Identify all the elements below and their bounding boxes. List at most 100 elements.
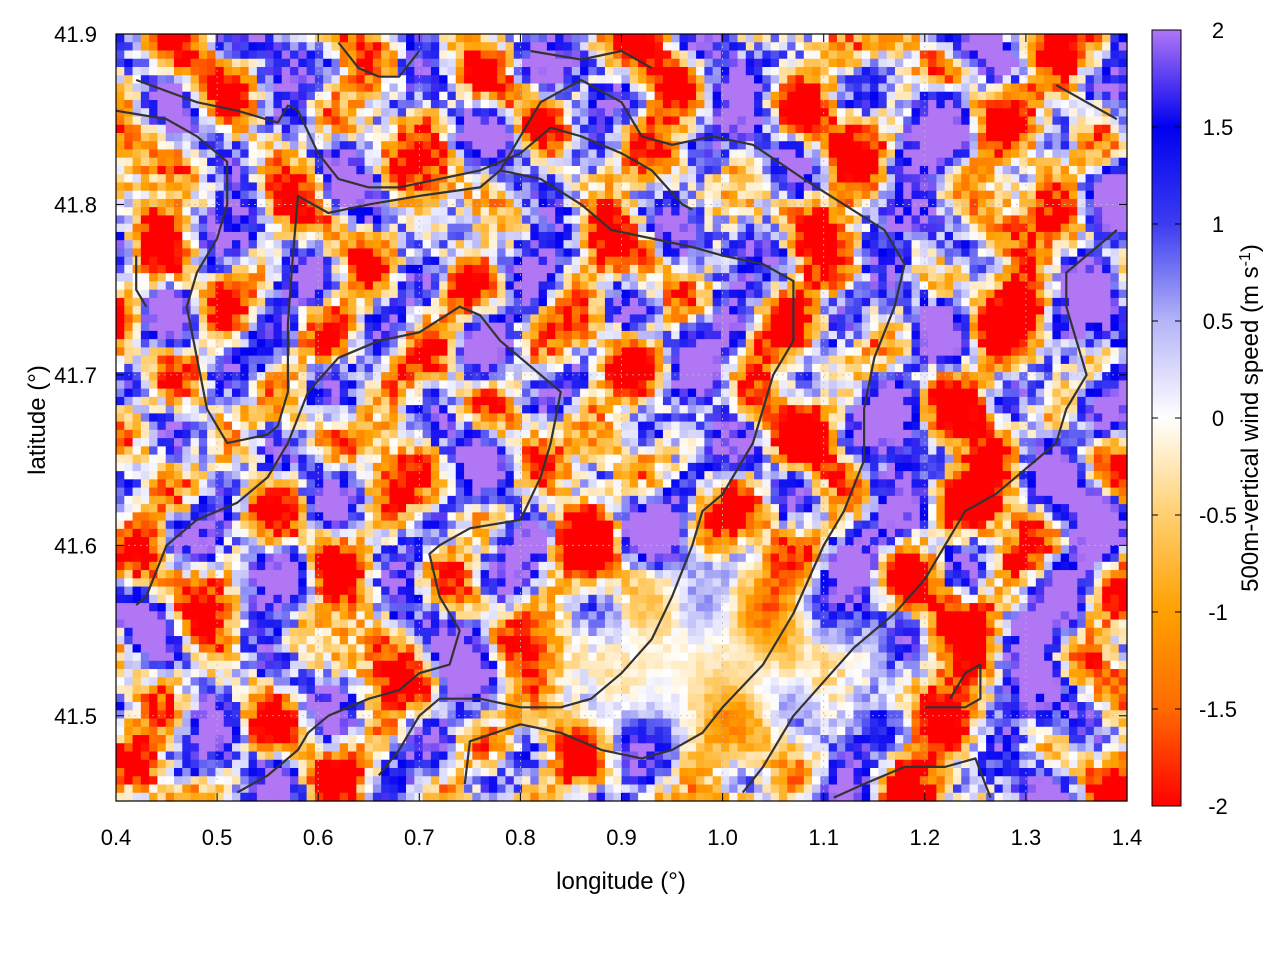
- heatmap-cell: [323, 330, 333, 340]
- heatmap-cell: [870, 330, 879, 340]
- heatmap-cell: [671, 207, 681, 217]
- heatmap-cell: [124, 264, 134, 274]
- heatmap-cell: [198, 141, 208, 151]
- heatmap-cell: [563, 58, 573, 68]
- heatmap-cell: [116, 347, 125, 357]
- heatmap-cell: [364, 75, 374, 85]
- heatmap-cell: [762, 50, 772, 60]
- heatmap-cell: [273, 132, 283, 142]
- heatmap-cell: [530, 75, 540, 85]
- heatmap-cell: [447, 91, 457, 101]
- heatmap-cell: [588, 231, 598, 241]
- heatmap-cell: [745, 165, 755, 175]
- heatmap-cell: [604, 231, 614, 241]
- heatmap-cell: [712, 355, 722, 365]
- heatmap-cell: [878, 347, 888, 357]
- heatmap-cell: [240, 42, 250, 52]
- heatmap-cell: [936, 132, 946, 142]
- heatmap-cell: [364, 42, 374, 52]
- heatmap-cell: [812, 273, 821, 283]
- heatmap-cell: [795, 91, 805, 101]
- heatmap-cell: [555, 42, 565, 52]
- heatmap-cell: [687, 34, 697, 43]
- heatmap-cell: [174, 157, 183, 167]
- heatmap-cell: [944, 91, 954, 101]
- heatmap-cell: [596, 108, 606, 118]
- heatmap-cell: [671, 58, 681, 68]
- heatmap-cell: [1002, 273, 1012, 283]
- heatmap-cell: [737, 42, 747, 52]
- heatmap-cell: [447, 58, 457, 68]
- heatmap-cell: [712, 281, 722, 291]
- heatmap-cell: [116, 141, 125, 151]
- heatmap-cell: [745, 66, 755, 76]
- heatmap-cell: [1118, 330, 1128, 340]
- heatmap-cell: [1044, 355, 1054, 365]
- heatmap-cell: [1044, 231, 1054, 241]
- heatmap-cell: [596, 322, 606, 332]
- heatmap-cell: [447, 108, 457, 118]
- heatmap-cell: [1118, 50, 1128, 60]
- heatmap-cell: [505, 347, 515, 357]
- heatmap-cell: [812, 42, 821, 52]
- heatmap-cell: [986, 141, 996, 151]
- heatmap-cell: [290, 83, 299, 93]
- heatmap-cell: [207, 149, 217, 159]
- heatmap-cell: [538, 347, 548, 357]
- heatmap-cell: [256, 75, 266, 85]
- heatmap-cell: [580, 50, 589, 60]
- heatmap-cell: [961, 306, 971, 316]
- heatmap-cell: [1035, 281, 1045, 291]
- heatmap-cell: [679, 116, 689, 126]
- heatmap-cell: [1068, 116, 1078, 126]
- heatmap-cell: [812, 91, 821, 101]
- heatmap-cell: [314, 75, 324, 85]
- heatmap-cell: [853, 99, 863, 109]
- heatmap-cell: [894, 34, 904, 43]
- heatmap-cell: [588, 215, 598, 225]
- heatmap-cell: [439, 182, 449, 192]
- heatmap-cell: [240, 157, 250, 167]
- heatmap-cell: [629, 355, 639, 365]
- heatmap-cell: [546, 281, 556, 291]
- heatmap-cell: [820, 149, 830, 159]
- heatmap-cell: [646, 58, 656, 68]
- heatmap-cell: [248, 248, 258, 258]
- heatmap-cell: [488, 141, 498, 151]
- heatmap-cell: [886, 363, 896, 373]
- heatmap-cell: [729, 99, 739, 109]
- heatmap-cell: [571, 248, 581, 258]
- heatmap-cell: [646, 75, 656, 85]
- heatmap-cell: [215, 75, 225, 85]
- heatmap-cell: [961, 182, 971, 192]
- heatmap-cell: [803, 91, 813, 101]
- heatmap-cell: [729, 248, 739, 258]
- heatmap-cell: [530, 339, 540, 348]
- heatmap-cell: [853, 124, 863, 134]
- heatmap-cell: [853, 190, 863, 200]
- heatmap-cell: [223, 306, 233, 316]
- heatmap-cell: [770, 75, 780, 85]
- heatmap-cell: [1027, 50, 1037, 60]
- heatmap-cell: [770, 314, 780, 324]
- heatmap-cell: [1044, 66, 1054, 76]
- heatmap-cell: [919, 190, 929, 200]
- heatmap-cell: [654, 50, 664, 60]
- heatmap-cell: [472, 248, 482, 258]
- heatmap-cell: [720, 273, 730, 283]
- heatmap-cell: [364, 190, 374, 200]
- heatmap-cell: [745, 198, 755, 208]
- heatmap-cell: [1027, 273, 1037, 283]
- heatmap-cell: [629, 42, 639, 52]
- heatmap-cell: [1110, 174, 1120, 184]
- heatmap-cell: [223, 83, 233, 93]
- heatmap-cell: [754, 165, 763, 175]
- heatmap-cell: [356, 339, 366, 348]
- heatmap-cell: [961, 281, 971, 291]
- heatmap-cell: [331, 347, 341, 357]
- heatmap-cell: [1019, 83, 1029, 93]
- heatmap-cell: [397, 99, 407, 109]
- heatmap-cell: [530, 182, 540, 192]
- heatmap-cell: [406, 281, 415, 291]
- heatmap-cell: [182, 34, 192, 43]
